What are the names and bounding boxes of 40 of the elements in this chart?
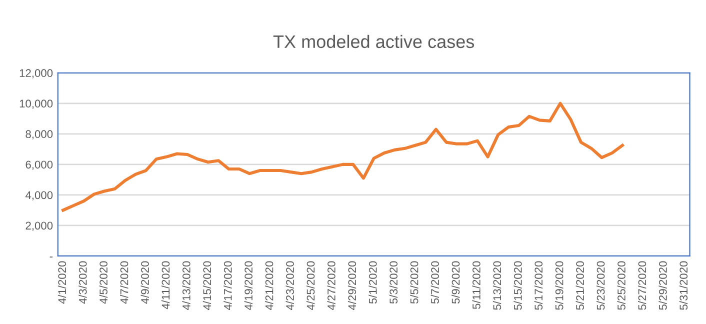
x-tick-label: 5/3/2020 bbox=[389, 261, 398, 304]
x-tick-label: 5/31/2020 bbox=[679, 261, 688, 310]
x-tick-label: 4/11/2020 bbox=[161, 261, 170, 310]
x-tick-label: 4/13/2020 bbox=[182, 261, 190, 310]
x-tick-label: 5/17/2020 bbox=[534, 261, 543, 310]
x-tick-label: 5/11/2020 bbox=[472, 261, 480, 309]
x-tick-label: 4/17/2020 bbox=[224, 261, 232, 310]
x-tick-label: 4/21/2020 bbox=[265, 261, 274, 310]
x-tick-label: 4/15/2020 bbox=[202, 261, 212, 310]
chart-title: TX modeled active cases bbox=[273, 34, 474, 48]
x-tick-label: 4/1/2020 bbox=[58, 261, 66, 304]
x-tick-label: 4/9/2020 bbox=[140, 261, 149, 304]
x-tick-label: 5/29/2020 bbox=[658, 261, 667, 310]
x-tick-label: 5/27/2020 bbox=[638, 261, 646, 310]
y-tick-label: 12,000 bbox=[20, 69, 53, 78]
x-tick-label: 5/9/2020 bbox=[452, 261, 460, 304]
x-tick-label: 4/7/2020 bbox=[120, 261, 128, 304]
x-tick-label: 5/5/2020 bbox=[410, 261, 418, 304]
x-tick-label: 4/29/2020 bbox=[348, 261, 356, 310]
x-tick-label: 4/19/2020 bbox=[244, 261, 253, 310]
x-tick-label: 5/7/2020 bbox=[430, 261, 439, 304]
y-tick-label: 6,000 bbox=[26, 160, 53, 170]
x-tick-label: 5/15/2020 bbox=[514, 261, 522, 310]
y-tick-label: - bbox=[50, 256, 53, 258]
x-tick-label: 5/19/2020 bbox=[555, 261, 564, 310]
x-tick-label: 5/25/2020 bbox=[617, 261, 626, 310]
y-tick-label: 10,000 bbox=[20, 100, 53, 109]
x-tick-label: 5/1/2020 bbox=[368, 261, 377, 304]
x-tick-label: 4/23/2020 bbox=[286, 261, 294, 310]
x-tick-label: 4/5/2020 bbox=[99, 261, 108, 304]
y-tick-label: 8,000 bbox=[26, 130, 53, 140]
line-series bbox=[62, 102, 624, 212]
x-tick-label: 4/3/2020 bbox=[78, 261, 87, 304]
x-tick-label: 5/13/2020 bbox=[492, 261, 502, 310]
x-tick-label: 5/21/2020 bbox=[576, 261, 584, 310]
y-tick-label: 2,000 bbox=[26, 222, 53, 231]
x-tick-label: 5/23/2020 bbox=[596, 261, 605, 310]
x-tick-label: 4/27/2020 bbox=[327, 261, 336, 310]
x-tick-label: 4/25/2020 bbox=[306, 261, 315, 310]
y-tick-label: 4,000 bbox=[25, 191, 53, 200]
